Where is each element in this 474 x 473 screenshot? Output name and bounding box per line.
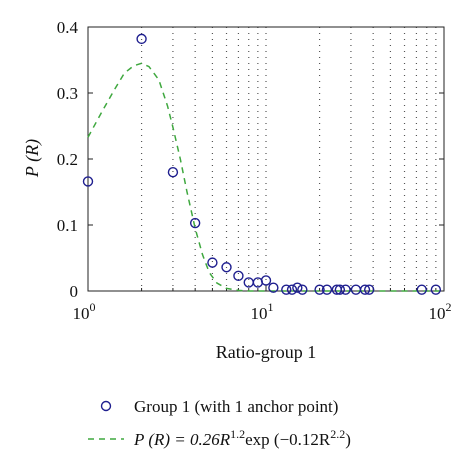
data-points-layer	[82, 33, 442, 295]
data-point	[340, 284, 351, 295]
legend-formula-exp2: 2.2	[330, 427, 345, 441]
x-tick-base: 10	[73, 304, 90, 323]
x-tick-base: 10	[429, 304, 446, 323]
data-point	[207, 257, 218, 268]
data-point	[292, 282, 303, 293]
data-point	[321, 284, 333, 295]
legend-formula-mid: exp (−0.12R	[245, 430, 331, 449]
y-axis-label: P (R)	[22, 139, 43, 178]
data-point	[281, 284, 292, 295]
data-point	[430, 284, 442, 295]
x-tick-label: 102	[429, 300, 452, 323]
y-tick-label: 0.1	[57, 216, 78, 235]
x-tick-exponent: 1	[268, 300, 274, 314]
data-point	[314, 284, 325, 295]
data-point	[334, 284, 346, 295]
y-tick-label: 0.4	[57, 18, 79, 37]
data-point	[167, 166, 179, 178]
legend: Group 1 (with 1 anchor point) P (R) = 0.…	[88, 397, 351, 449]
legend-marker-scatter	[100, 400, 112, 412]
data-point	[221, 262, 232, 273]
data-point	[260, 275, 272, 286]
legend-label-line: P (R) = 0.26R1.2exp (−0.12R2.2)	[133, 427, 351, 449]
data-point	[82, 176, 94, 187]
data-point	[286, 284, 298, 295]
x-axis: 100 101 102	[73, 285, 452, 323]
legend-label-scatter: Group 1 (with 1 anchor point)	[134, 397, 338, 416]
grid-lines	[140, 27, 437, 291]
x-tick-label: 101	[251, 300, 274, 323]
x-tick-exponent: 2	[446, 300, 452, 314]
data-point	[297, 284, 308, 295]
y-tick-label: 0	[70, 282, 79, 301]
y-axis: 0 0.1 0.2 0.3 0.4	[57, 18, 444, 301]
x-axis-label: Ratio-group 1	[216, 342, 317, 362]
data-point	[189, 217, 201, 229]
y-tick-label: 0.3	[57, 84, 78, 103]
data-point	[416, 284, 427, 295]
legend-formula-exp1: 1.2	[230, 427, 245, 441]
data-point	[350, 284, 362, 295]
legend-formula-suffix: )	[345, 430, 351, 449]
y-tick-label: 0.2	[57, 150, 78, 169]
data-point	[268, 282, 279, 293]
x-tick-base: 10	[251, 304, 268, 323]
data-point	[364, 284, 375, 295]
legend-formula-prefix: P (R) = 0.26R	[133, 430, 231, 449]
x-tick-label: 100	[73, 300, 96, 323]
data-point	[136, 33, 147, 45]
data-point	[233, 270, 244, 282]
data-point	[359, 284, 371, 295]
x-tick-exponent: 0	[90, 300, 96, 314]
